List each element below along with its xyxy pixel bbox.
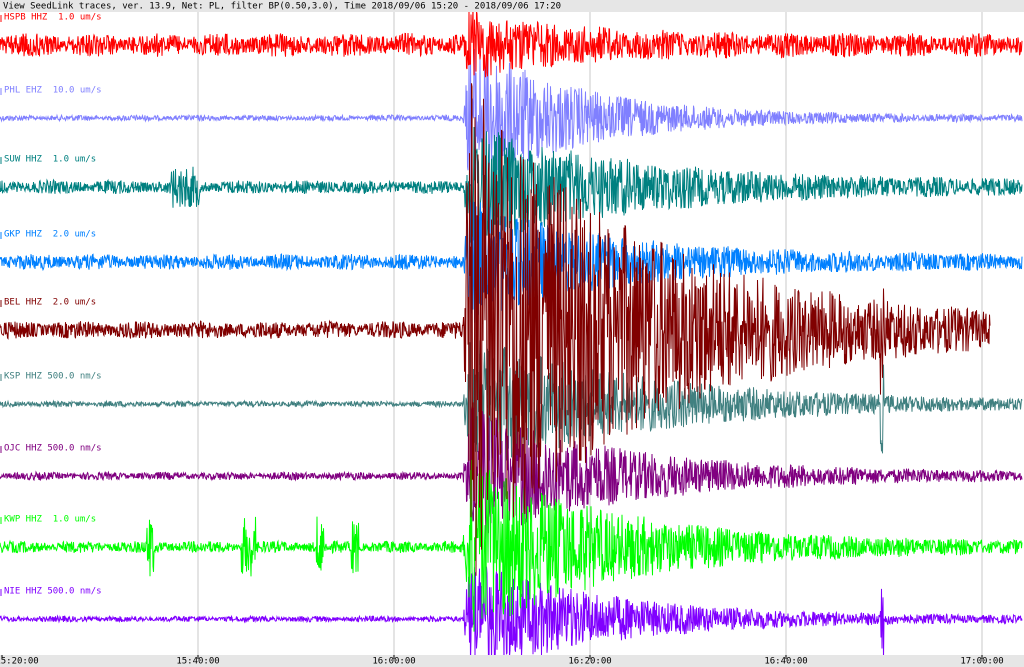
window-title: View SeedLink traces, ver. 13.9, Net: PL… <box>3 2 561 12</box>
trace-label: NIE HHZ 500.0 nm/s <box>4 587 102 597</box>
trace-waveform <box>0 340 1023 471</box>
trace-label: HSPB HHZ 1.0 um/s <box>4 13 102 23</box>
trace-waveform <box>0 12 1023 78</box>
time-tick-label: 16:40:00 <box>764 657 807 667</box>
trace-label: KWP HHZ 1.0 um/s <box>4 515 96 525</box>
trace-label: KSP HHZ 500.0 nm/s <box>4 372 102 382</box>
trace-waveform <box>0 405 1023 540</box>
time-tick-label: 17:00:00 <box>960 657 1003 667</box>
trace-waveform <box>0 83 991 576</box>
trace-label: GKP HHZ 2.0 um/s <box>4 230 96 240</box>
time-tick-label: 15:40:00 <box>176 657 219 667</box>
time-tick-label: 16:00:00 <box>372 657 415 667</box>
time-tick-label: 16:20:00 <box>568 657 611 667</box>
trace-label: PHL EHZ 10.0 um/s <box>4 86 102 96</box>
time-axis-bar <box>0 655 1024 667</box>
title-bar <box>0 0 1024 12</box>
trace-waveform <box>0 126 1023 243</box>
trace-label: OJC HHZ 500.0 nm/s <box>4 444 102 454</box>
trace-waveform <box>0 566 1023 655</box>
trace-label: BEL HHZ 2.0 um/s <box>4 298 96 308</box>
trace-label: SUW HHZ 1.0 um/s <box>4 155 96 165</box>
time-tick-label: 15:20:00 <box>0 657 39 667</box>
trace-waveform <box>0 459 1023 632</box>
